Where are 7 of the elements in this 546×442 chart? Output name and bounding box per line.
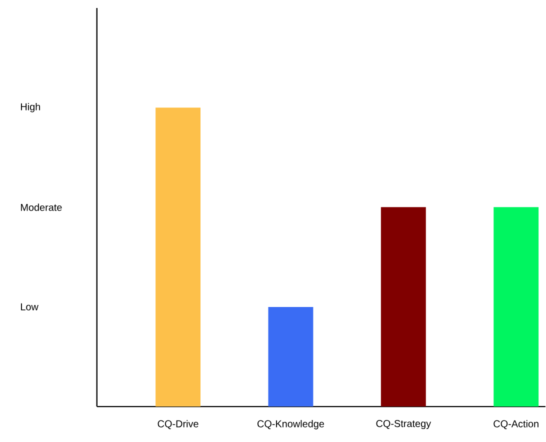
text: High xyxy=(20,103,40,113)
x-tick-label: CQ-Knowledge xyxy=(257,420,324,430)
text: Low xyxy=(20,304,38,311)
x-tick-label: CQ-Drive xyxy=(158,420,198,430)
x-tick-label: CQ-Strategy xyxy=(376,420,432,430)
text: Moderate xyxy=(20,204,62,212)
x-tick-label: CQ-Action xyxy=(494,420,538,430)
